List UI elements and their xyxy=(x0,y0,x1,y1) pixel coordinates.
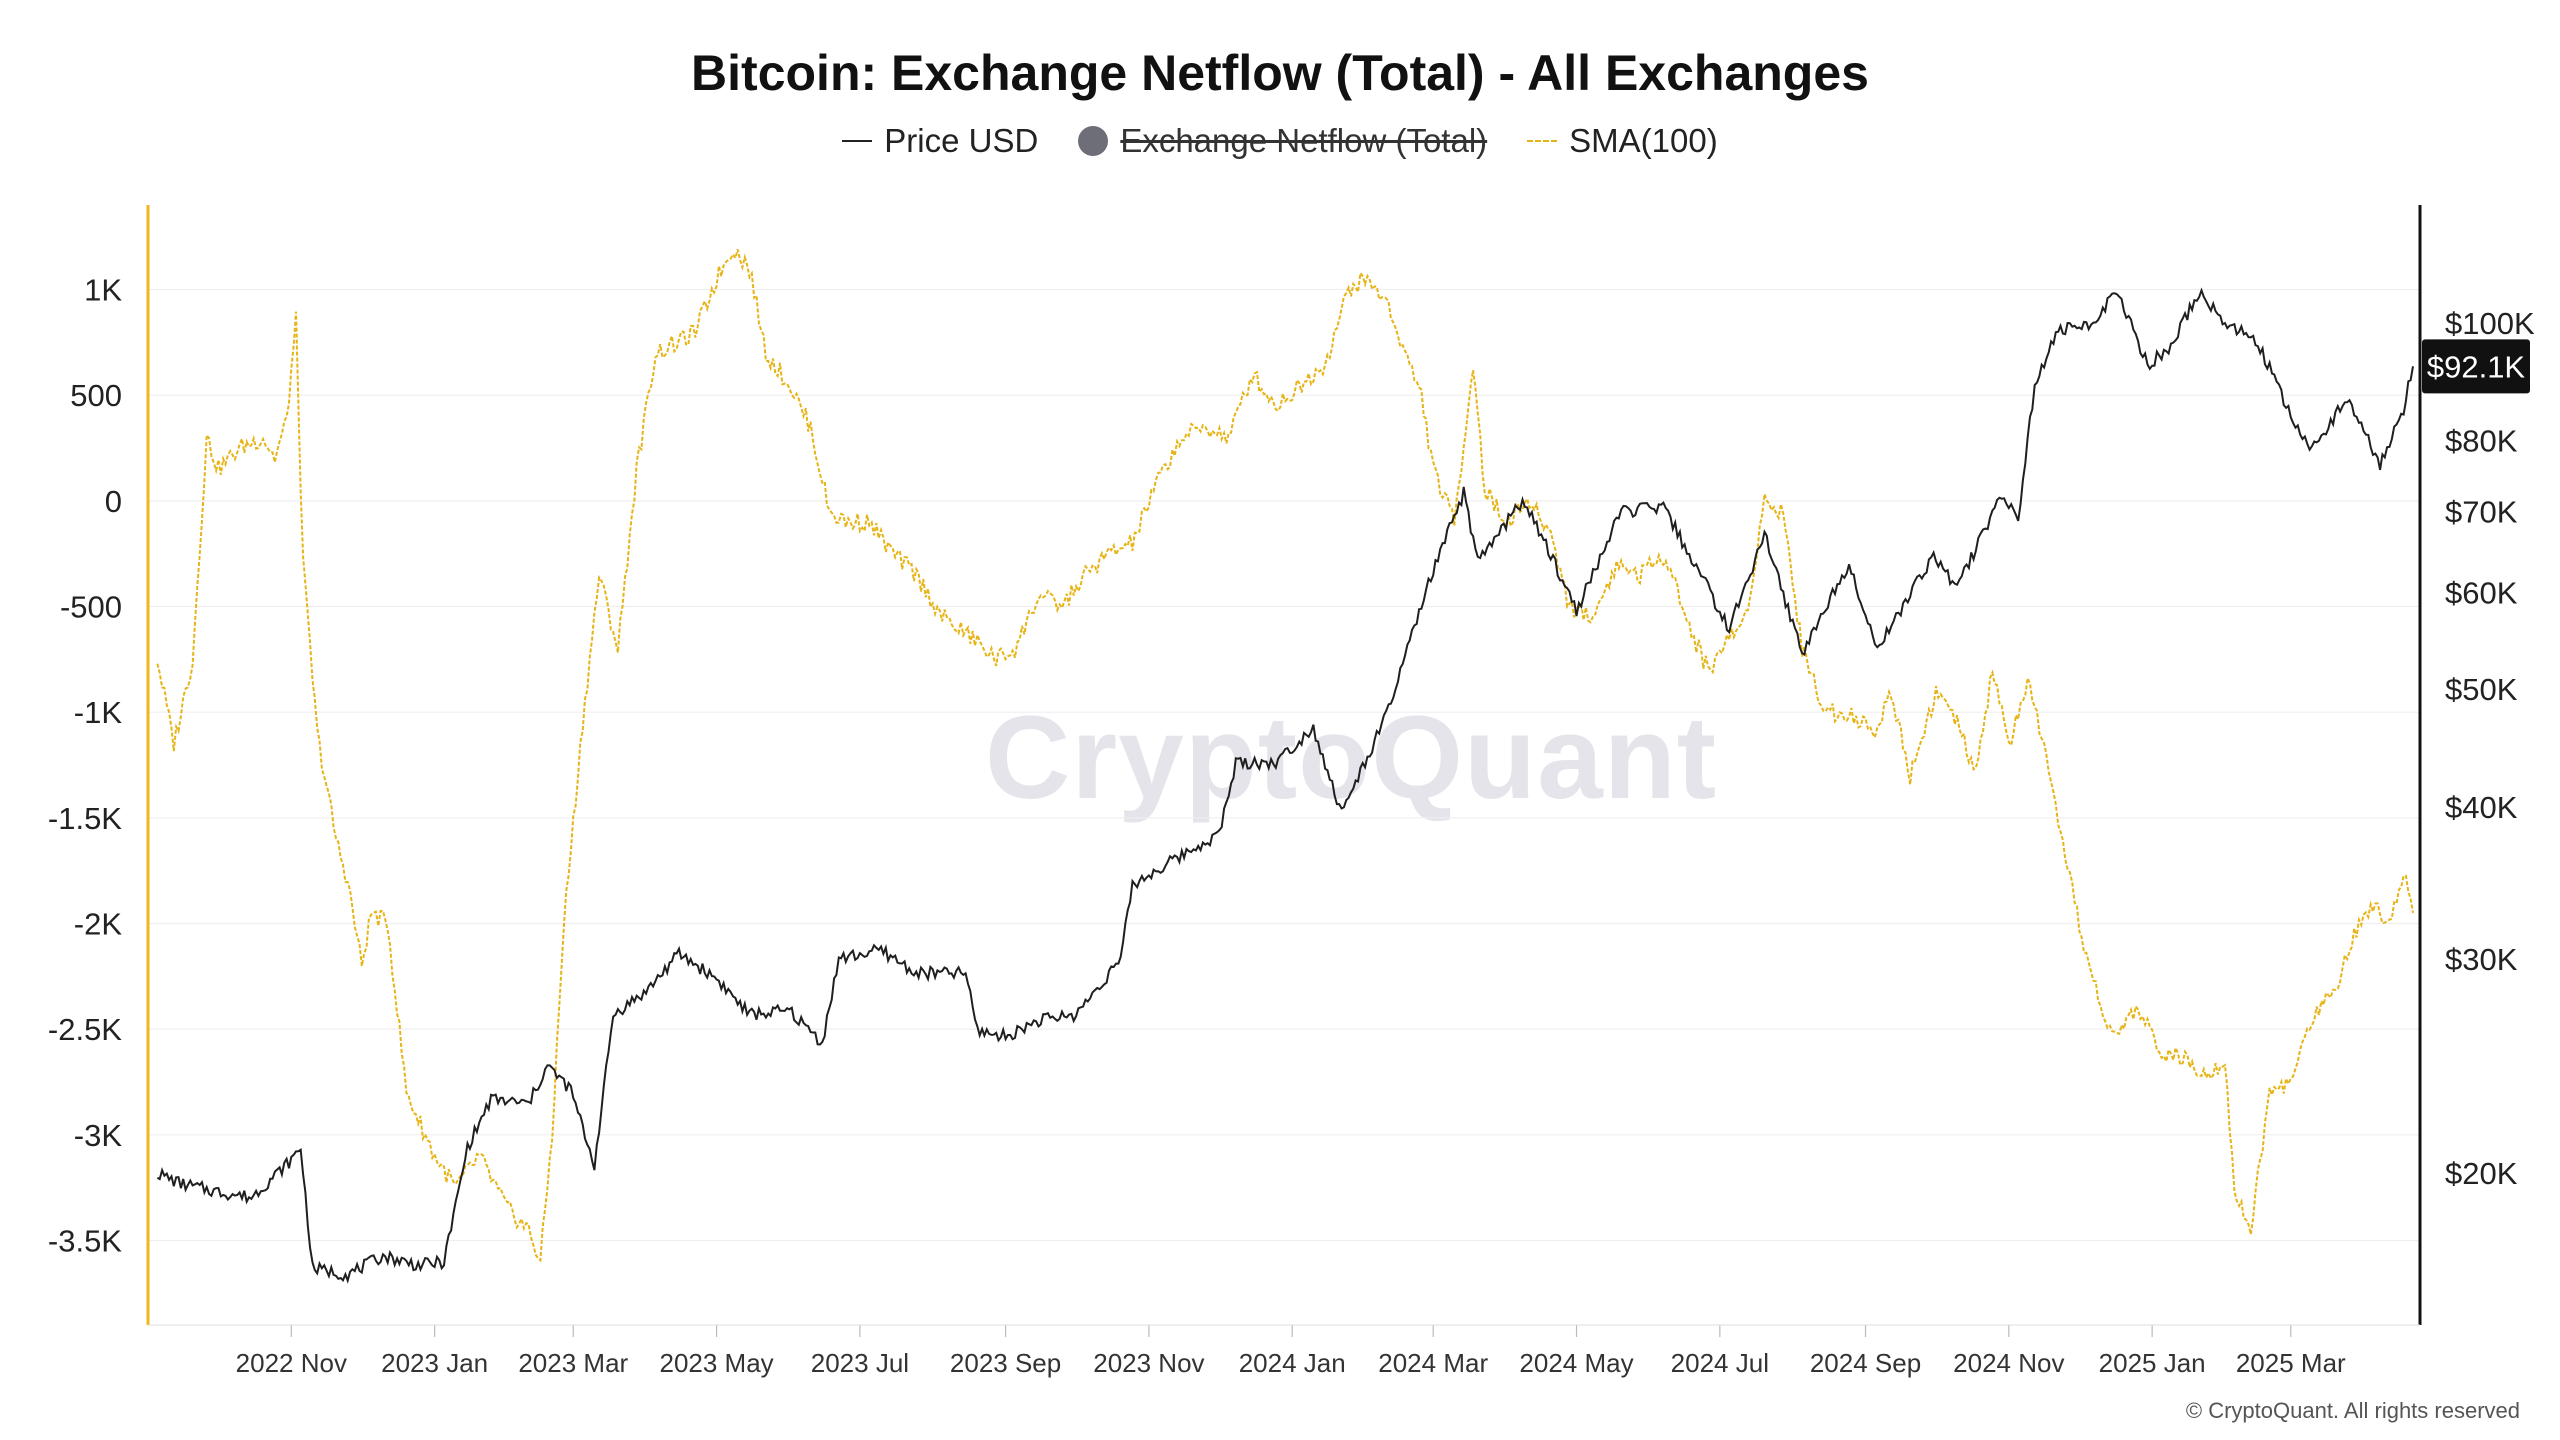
left-tick-label: -1.5K xyxy=(48,801,122,836)
left-tick-label: -500 xyxy=(60,590,122,625)
left-tick-label: 0 xyxy=(105,484,122,519)
x-tick-label: 2024 Jul xyxy=(1671,1348,1769,1378)
x-tick-label: 2023 May xyxy=(659,1348,773,1378)
left-tick-label: -2.5K xyxy=(48,1012,122,1047)
chart-legend: Price USD Exchange Netflow (Total) SMA(1… xyxy=(0,122,2560,160)
x-tick-label: 2024 Nov xyxy=(1953,1348,2064,1378)
legend-dot-icon xyxy=(1078,126,1109,156)
right-tick-label: $60K xyxy=(2445,576,2518,611)
x-tick-label: 2025 Mar xyxy=(2236,1348,2346,1378)
x-tick-label: 2024 Sep xyxy=(1810,1348,1921,1378)
left-tick-label: -3K xyxy=(74,1118,123,1153)
legend-line-icon xyxy=(842,140,873,142)
right-tick-label: $20K xyxy=(2445,1156,2518,1191)
x-tick-label: 2023 Mar xyxy=(518,1348,628,1378)
left-tick-label: -3.5K xyxy=(48,1223,122,1258)
x-tick-label: 2024 Mar xyxy=(1378,1348,1488,1378)
series-price-line xyxy=(156,287,2414,1284)
x-tick-label: 2023 Jan xyxy=(381,1348,488,1378)
x-tick-label: 2025 Jan xyxy=(2099,1348,2206,1378)
right-tick-label: $100K xyxy=(2445,306,2535,341)
right-tick-label: $70K xyxy=(2445,494,2518,529)
legend-dash-icon xyxy=(1527,140,1558,142)
legend-item-price[interactable]: Price USD xyxy=(842,122,1038,160)
x-tick-label: 2024 May xyxy=(1519,1348,1633,1378)
legend-label-sma: SMA(100) xyxy=(1569,122,1718,159)
watermark-logo: CryptoQuant xyxy=(985,692,1718,824)
copyright-notice: © CryptoQuant. All rights reserved xyxy=(2185,1398,2520,1423)
legend-label-price: Price USD xyxy=(884,122,1039,159)
right-tick-label: $30K xyxy=(2445,942,2518,977)
series-sma100-line xyxy=(156,249,2414,1263)
right-tick-label: $80K xyxy=(2445,424,2518,459)
left-tick-label: 1K xyxy=(84,273,122,308)
x-tick-label: 2024 Jan xyxy=(1239,1348,1346,1378)
legend-item-sma[interactable]: SMA(100) xyxy=(1527,122,1718,160)
right-tick-label: $50K xyxy=(2445,672,2518,707)
chart-title: Bitcoin: Exchange Netflow (Total) - All … xyxy=(691,45,1869,101)
legend-item-netflow[interactable]: Exchange Netflow (Total) xyxy=(1078,122,1487,160)
x-tick-label: 2023 Jul xyxy=(811,1348,909,1378)
x-tick-label: 2023 Nov xyxy=(1093,1348,1204,1378)
left-tick-label: 500 xyxy=(70,378,122,413)
x-tick-label: 2022 Nov xyxy=(236,1348,347,1378)
price-badge-bg xyxy=(2422,339,2530,394)
price-badge-label: $92.1K xyxy=(2427,349,2526,384)
left-tick-label: -2K xyxy=(74,906,123,941)
x-tick-label: 2023 Sep xyxy=(950,1348,1061,1378)
right-tick-label: $40K xyxy=(2445,790,2518,825)
left-tick-label: -1K xyxy=(74,695,123,730)
legend-label-netflow: Exchange Netflow (Total) xyxy=(1120,122,1488,159)
